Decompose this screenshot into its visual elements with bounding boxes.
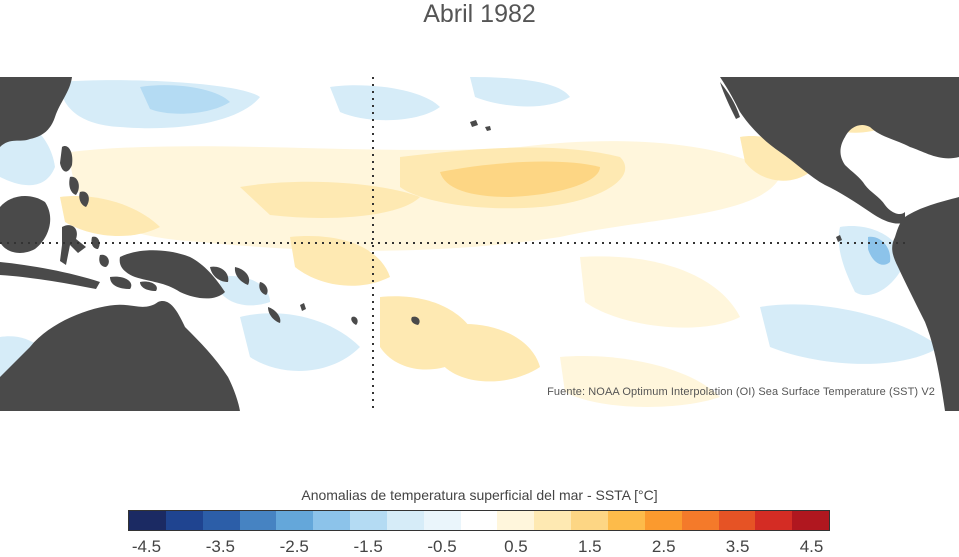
colorbar-tick-label: -0.5 [427, 537, 457, 556]
colorbar-swatch [386, 511, 424, 530]
colorbar-tick-label: -4.5 [131, 537, 162, 556]
colorbar-swatch [681, 511, 719, 530]
colorbar-swatch [460, 511, 498, 530]
map-title: Abril 1982 [423, 0, 536, 28]
borneo [0, 195, 51, 253]
south-america [892, 197, 959, 411]
colorbar-swatch [129, 511, 166, 530]
north-america [720, 77, 959, 224]
colorbar-swatch [571, 511, 608, 530]
colorbar-tick-label: -3.5 [205, 537, 235, 556]
colorbar-swatch [350, 511, 387, 530]
sulawesi [60, 225, 86, 265]
galapagos [836, 235, 842, 242]
colorbar-label: Anomalias de temperatura superficial del… [301, 487, 658, 503]
colorbar-tick-label: -1.5 [353, 537, 383, 556]
australia [0, 301, 240, 411]
new-caledonia [268, 307, 281, 323]
colorbar-swatch [755, 511, 793, 530]
sst-anomaly-map [0, 77, 959, 411]
colorbar-tick-label: 0.5 [504, 537, 528, 556]
colorbar-swatch [202, 511, 240, 530]
colorbar-tick-label: 1.5 [578, 537, 602, 556]
colorbar-swatch [607, 511, 645, 530]
colorbar-swatch [276, 511, 314, 530]
warm-anomaly-areas [60, 85, 900, 407]
philippines [60, 146, 89, 207]
java-islands [0, 262, 100, 289]
colorbar [128, 510, 830, 531]
colorbar-swatch [497, 511, 535, 530]
colorbar-swatch [792, 511, 830, 530]
colorbar-tick-label: 4.5 [799, 537, 824, 556]
colorbar-swatch [644, 511, 682, 530]
new-guinea [119, 250, 225, 299]
baja-california [720, 82, 740, 119]
colorbar-swatch [165, 511, 203, 530]
colorbar-tick-labels: -4.5 -3.5 -2.5 -1.5 -0.5 0.5 1.5 2.5 3.5 4.5 [0, 537, 959, 557]
colorbar-tick-label: 3.5 [725, 537, 750, 556]
colorbar-tick-label: 2.5 [651, 537, 676, 556]
asia-landmass [0, 77, 72, 147]
colorbar-swatch [718, 511, 756, 530]
landmasses [0, 77, 959, 411]
cuba [860, 116, 920, 131]
colorbar-swatch [423, 511, 461, 530]
colorbar-tick-label: -2.5 [279, 537, 309, 556]
data-source-note: Fuente: NOAA Optimum Interpolation (OI) … [547, 386, 935, 398]
colorbar-swatch [534, 511, 572, 530]
colorbar-swatch [239, 511, 277, 530]
colorbar-swatch [313, 511, 351, 530]
